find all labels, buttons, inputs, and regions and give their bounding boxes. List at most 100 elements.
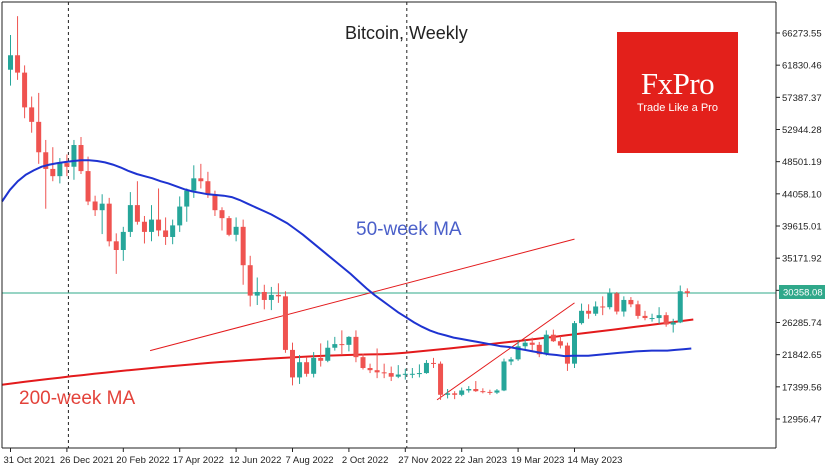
candle-body	[240, 226, 246, 266]
y-tick-label: 21842.65	[782, 350, 822, 361]
candle	[593, 301, 599, 316]
candle-body	[473, 389, 479, 392]
logo-name: FxPro	[640, 66, 715, 101]
candle-body	[290, 349, 295, 378]
candle-body	[579, 310, 585, 324]
candle	[402, 368, 408, 380]
candle-body	[550, 334, 556, 342]
candle	[8, 34, 13, 86]
candle	[71, 139, 77, 180]
candle-body	[233, 226, 239, 235]
candle-body	[416, 373, 422, 375]
candle-body	[198, 178, 204, 182]
candle	[346, 336, 352, 352]
candle-body	[15, 55, 21, 73]
candle-body	[515, 346, 521, 360]
candle-body	[85, 171, 91, 202]
candle-body	[92, 201, 98, 211]
candle	[99, 194, 105, 235]
candle	[416, 364, 422, 378]
candle-body	[226, 218, 232, 235]
candle-body	[106, 203, 112, 242]
candle	[127, 192, 133, 237]
y-tick-label: 26285.74	[782, 318, 822, 329]
candle	[684, 288, 690, 298]
candle-body	[367, 368, 373, 371]
candle	[445, 389, 451, 399]
y-tick-label: 61830.46	[782, 61, 822, 72]
candle	[43, 139, 49, 209]
candle-body	[64, 163, 70, 167]
candle	[409, 368, 415, 379]
candle-body	[163, 230, 169, 237]
candle-body	[254, 291, 260, 296]
candle	[254, 277, 260, 306]
candle	[64, 154, 70, 177]
candle	[550, 329, 556, 342]
candle-body	[621, 299, 627, 312]
candle-body	[311, 357, 317, 374]
candle-body	[113, 241, 119, 250]
candle-body	[346, 336, 352, 345]
y-tick-label: 12956.47	[782, 415, 822, 426]
candle-body	[663, 315, 669, 325]
candle-body	[304, 362, 310, 374]
candle-body	[177, 206, 183, 226]
candle-body	[205, 181, 211, 195]
ma200-line	[1, 318, 694, 386]
candle	[473, 381, 479, 392]
candle-body	[564, 345, 570, 364]
candle-body	[268, 294, 274, 300]
candle	[92, 195, 98, 216]
candle	[282, 291, 288, 353]
candle-body	[642, 315, 648, 319]
candle-body	[127, 205, 133, 232]
candle-body	[543, 334, 549, 355]
candle	[156, 188, 162, 237]
price-tag: 30358.08	[779, 285, 825, 299]
candle	[600, 296, 606, 316]
candles	[8, 16, 690, 400]
candle-body	[78, 145, 84, 172]
x-tick-label: 12 Jun 2022	[229, 455, 281, 466]
candle	[177, 196, 183, 232]
candle	[677, 285, 683, 324]
candle	[536, 341, 542, 358]
channel-upper-line	[149, 238, 575, 352]
candle-body	[438, 363, 444, 395]
chart-title: Bitcoin, Weekly	[345, 23, 468, 43]
candle-body	[374, 370, 380, 373]
candle	[423, 360, 429, 374]
candle	[106, 197, 112, 247]
candle-body	[57, 163, 63, 177]
candle	[501, 358, 507, 392]
candle-body	[388, 373, 394, 377]
candle	[120, 226, 126, 261]
y-tick-label: 44058.10	[782, 189, 822, 200]
candle-body	[677, 291, 683, 323]
candle	[36, 92, 42, 164]
candle	[78, 137, 84, 174]
ma50-annotation: 50-week MA	[356, 219, 462, 240]
candle	[466, 386, 472, 393]
candle	[268, 286, 274, 311]
candle-body	[402, 373, 408, 375]
candle-body	[572, 323, 577, 364]
candle	[198, 163, 204, 189]
candle-body	[50, 168, 56, 177]
candle	[275, 283, 281, 303]
candle	[233, 217, 239, 242]
candle	[353, 330, 359, 363]
candle-body	[459, 390, 465, 395]
candle	[395, 365, 401, 379]
candle	[642, 310, 648, 321]
candle-body	[628, 299, 634, 305]
candle	[508, 357, 514, 366]
candle	[607, 288, 613, 310]
candle	[381, 363, 387, 379]
fxpro-logo: FxPro Trade Like a Pro	[617, 32, 738, 153]
candle-body	[71, 145, 77, 167]
candle-body	[466, 389, 472, 391]
candle	[438, 361, 444, 400]
period-separators	[67, 2, 408, 448]
